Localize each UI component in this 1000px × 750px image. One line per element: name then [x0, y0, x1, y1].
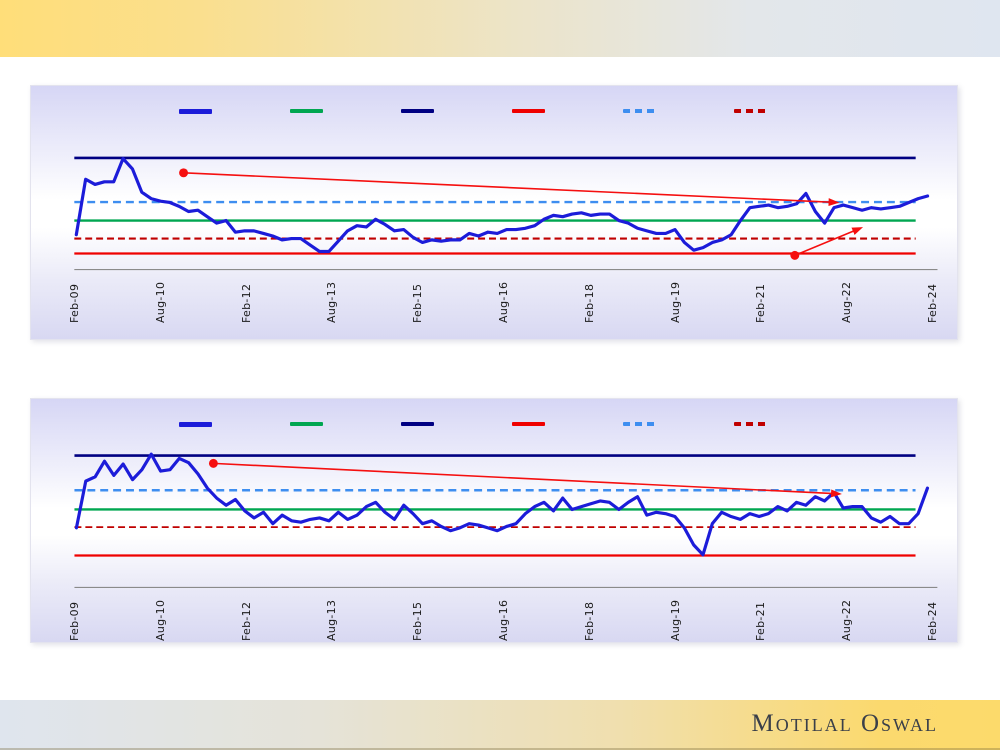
top-banner: [0, 0, 1000, 57]
motilal-oswal-logo: Motilal Oswal: [751, 710, 938, 737]
series-line: [74, 157, 930, 254]
legend-swatch-minus-1sd: [734, 109, 767, 113]
legend-swatch-plus-1sd: [623, 422, 656, 426]
legend-swatch-average: [290, 109, 323, 113]
chart-1-legend: [179, 106, 767, 116]
legend-swatch-max: [401, 422, 434, 426]
bottom-banner: Motilal Oswal: [0, 700, 1000, 750]
chart-panel-1: Feb-09 Aug-10 Feb-12 Aug-13 Feb-15 Aug-16 Feb-…: [30, 85, 958, 340]
annotation-dot: [179, 168, 189, 178]
series-line: [74, 452, 930, 557]
annotation-arrow: [213, 462, 842, 498]
chart-2-legend: [179, 419, 767, 429]
annotation-arrow: [794, 227, 864, 257]
chart-1-plot: [74, 156, 938, 271]
legend-swatch-average: [290, 422, 323, 426]
legend-swatch-min: [512, 109, 545, 113]
legend-swatch-plus-1sd: [623, 109, 656, 113]
annotation-dot: [208, 458, 218, 468]
legend-swatch-min: [512, 422, 545, 426]
chart-panel-2: Feb-09 Aug-10 Feb-12 Aug-13 Feb-15 Aug-16 Feb-…: [30, 398, 958, 643]
chart-2-plot: [74, 452, 938, 589]
legend-swatch-max: [401, 109, 434, 113]
legend-swatch-series: [179, 108, 212, 114]
legend-swatch-series: [179, 421, 212, 427]
annotation-dot: [790, 250, 800, 260]
legend-swatch-minus-1sd: [734, 422, 767, 426]
annotation-arrow: [183, 172, 840, 207]
